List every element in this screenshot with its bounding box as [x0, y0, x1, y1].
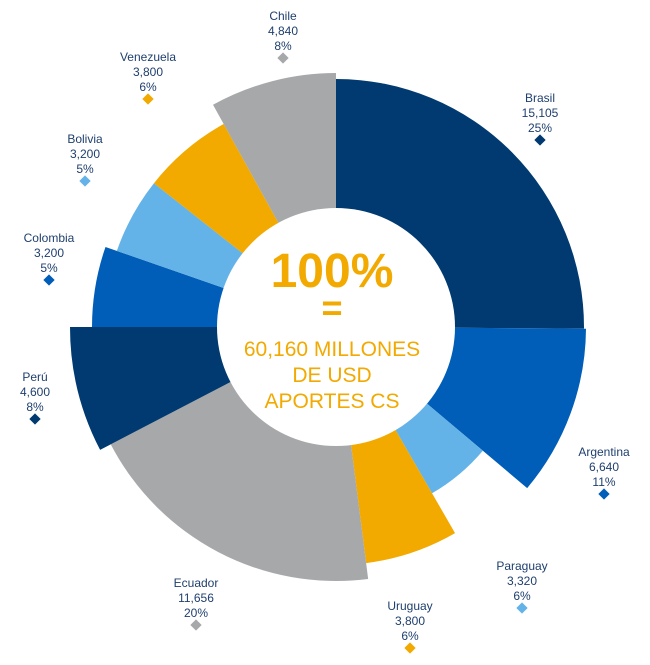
slice-marker-colombia	[43, 274, 55, 286]
slice-label-percent: 6%	[139, 80, 157, 94]
center-summary: 100% = 60,160 MILLONES DE USD APORTES CS	[244, 245, 420, 413]
center-line-1: 60,160 MILLONES	[244, 338, 420, 361]
slice-label-value: 4,840	[268, 24, 298, 38]
slice-colombia	[92, 246, 226, 327]
slice-label-percent: 5%	[40, 261, 58, 275]
slice-marker-venezuela	[142, 93, 154, 105]
center-line-2: DE USD	[292, 364, 371, 387]
slice-marker-paraguay	[516, 602, 528, 614]
slice-label-percent: 8%	[274, 39, 292, 53]
donut-hole	[217, 208, 455, 446]
slice-chile	[213, 73, 336, 225]
center-percent: 100%	[271, 245, 394, 298]
slice-label-percent: 20%	[184, 606, 208, 620]
slice-label-value: 3,320	[507, 574, 537, 588]
slice-label-value: 11,656	[178, 591, 214, 605]
slice-label-percent: 8%	[26, 400, 44, 414]
slice-label-percent: 5%	[76, 162, 94, 176]
slice-ecuador	[110, 381, 369, 581]
slice-perú	[70, 326, 233, 450]
center-line-3: APORTES CS	[265, 390, 400, 413]
slice-label-name: Perú	[22, 370, 47, 384]
center-equals: =	[321, 287, 342, 328]
slice-label-percent: 25%	[528, 121, 552, 135]
slice-label-value: 4,600	[20, 385, 50, 399]
slice-label-value: 6,640	[589, 460, 619, 474]
slice-uruguay	[350, 428, 456, 564]
slice-marker-chile	[277, 52, 289, 64]
slice-brasil	[336, 79, 584, 329]
slice-marker-perú	[29, 413, 41, 425]
slice-label-name: Venezuela	[120, 50, 176, 64]
slice-label-value: 15,105	[522, 106, 559, 120]
slice-label-value: 3,200	[70, 147, 100, 161]
slice-label-name: Bolivia	[67, 132, 103, 146]
slice-label-value: 3,200	[34, 246, 64, 260]
slice-paraguay	[394, 402, 483, 494]
slice-marker-argentina	[598, 488, 610, 500]
slice-argentina	[425, 327, 586, 489]
slice-marker-bolivia	[79, 175, 91, 187]
slice-label-name: Paraguay	[496, 559, 547, 573]
slice-label-name: Ecuador	[174, 576, 219, 590]
slice-label-value: 3,800	[133, 65, 163, 79]
slice-marker-uruguay	[404, 642, 416, 654]
slice-label-percent: 11%	[592, 475, 615, 489]
slice-label-percent: 6%	[513, 589, 531, 603]
slice-label-value: 3,800	[395, 614, 425, 628]
donut-slices	[70, 73, 586, 581]
slice-venezuela	[153, 124, 280, 255]
slice-label-name: Uruguay	[387, 599, 432, 613]
slice-label-name: Argentina	[578, 445, 630, 459]
slice-marker-ecuador	[190, 619, 202, 631]
slice-label-name: Colombia	[24, 231, 75, 245]
slice-label-name: Chile	[269, 9, 297, 23]
slice-label-percent: 6%	[401, 629, 419, 643]
slice-label-name: Brasil	[525, 91, 555, 105]
slice-marker-brasil	[534, 134, 546, 146]
slice-bolivia	[116, 183, 245, 289]
